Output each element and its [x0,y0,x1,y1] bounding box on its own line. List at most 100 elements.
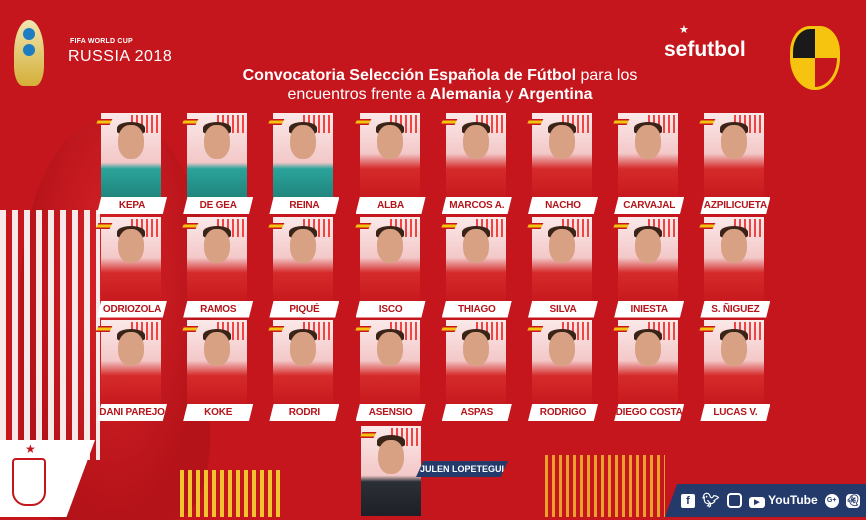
player-name: PIQUÉ [269,300,340,318]
player-photo [445,113,506,203]
player-name: RODRIGO [528,404,598,421]
player-photo [532,320,592,410]
player-name: CARVAJAL [614,197,685,214]
player-name: ASENSIO [355,404,426,421]
player-name: RODRI [269,404,340,421]
worldcup-small-text: FIFA WORLD CUP [70,38,133,45]
player-card: KOKE [181,320,254,422]
player-name: INIESTA [614,300,685,318]
player-name: REINA [269,197,340,214]
player-name: DE GEA [183,197,254,214]
player-photo [532,113,592,203]
player-photo [359,320,420,410]
player-card: ODRIOZOLA [95,216,167,319]
player-photo [187,113,248,203]
player-card: DE GEA [181,113,254,215]
world-cup-trophy-logo [14,20,44,86]
spain-flag-icon [526,222,544,229]
player-card: ALBA [354,113,426,215]
player-photo [101,113,161,203]
player-name: THIAGO [441,300,512,318]
spain-flag-icon [354,119,371,125]
player-card: MARCOS A. [440,113,512,215]
player-name: ODRIOZOLA [97,300,167,318]
player-card: RAMOS [181,216,254,319]
spain-flag-icon [612,222,630,229]
title-light: para los [576,67,638,84]
spain-flag-icon [354,326,371,332]
spain-flag-icon [526,119,544,125]
player-card: REINA [267,113,340,215]
player-card: LUCAS V. [698,320,771,422]
social-bar: f 🐦︎ ▶ YouTube G+ 👻︎ [665,484,866,517]
player-name: LUCAS V. [700,404,771,421]
player-name: ALBA [355,197,426,214]
coach-card [359,426,421,516]
player-name: MARCOS A. [441,197,512,214]
player-photo [704,113,765,203]
title-light: encuentros frente a [287,86,430,103]
twitter-icon[interactable]: 🐦︎ [702,492,720,508]
player-photo [359,113,420,203]
page-title: Convocatoria Selección Española de Fútbo… [170,66,710,104]
player-card: KEPA [95,113,167,215]
rfef-logo [790,26,840,90]
snapchat-icon[interactable]: 👻︎ [845,493,860,508]
player-card: RODRIGO [526,320,598,422]
spain-crest-icon [12,458,46,506]
youtube-icon[interactable]: ▶ YouTube [748,493,818,508]
player-photo [187,320,248,410]
player-photo [101,320,161,410]
yellow-stripes [545,455,665,517]
player-name: RAMOS [183,300,254,318]
player-photo [359,216,420,307]
player-card: CARVAJAL [612,113,685,215]
player-card: NACHO [526,113,598,215]
player-photo [704,320,765,410]
player-card: INIESTA [612,216,685,319]
player-card: THIAGO [440,216,512,319]
title-bold: Convocatoria Selección Española de Fútbo… [242,67,577,84]
player-photo [618,113,679,203]
player-card: S. ÑIGUEZ [698,216,771,319]
coach-name: JULEN LOPETEGUI [416,461,508,477]
player-photo [273,216,334,307]
title-bold: Argentina [517,86,593,103]
sefutbol-logo: sefutbol [664,38,746,61]
player-card: DANI PAREJO [95,320,167,422]
player-photo [273,113,334,203]
player-name: AZPILICUETA [700,197,771,214]
player-photo [618,216,679,307]
player-card: RODRI [267,320,340,422]
player-photo [704,216,765,307]
player-card: ISCO [354,216,426,319]
facebook-icon[interactable]: f [681,493,695,508]
instagram-icon[interactable] [726,493,742,508]
google-plus-icon[interactable]: G+ [824,493,839,508]
worldcup-big-text: RUSSIA 2018 [68,48,173,65]
spain-flag-icon [354,222,371,229]
star-icon: ★ [25,442,36,456]
spain-flag-icon [95,326,113,332]
player-name: ISCO [355,300,426,318]
spain-flag-icon [440,119,458,125]
player-name: NACHO [528,197,598,214]
player-photo [618,320,679,410]
player-name: ASPAS [441,404,512,421]
player-name: KEPA [97,197,167,214]
title-light: y [500,86,518,103]
player-card: DIEGO COSTA [612,320,685,422]
title-bold: Alemania [429,86,501,103]
spain-flag-icon [95,222,113,229]
spain-flag-icon [440,326,458,332]
player-card: ASPAS [440,320,512,422]
spain-flag-icon [440,222,458,229]
player-photo [445,216,506,307]
player-card: AZPILICUETA [698,113,771,215]
youtube-label: YouTube [768,493,818,507]
decorative-stripes [0,210,100,460]
player-name: SILVA [528,300,598,318]
player-name: DIEGO COSTA [614,404,685,421]
player-card: SILVA [526,216,598,319]
player-name: S. ÑIGUEZ [700,300,771,318]
